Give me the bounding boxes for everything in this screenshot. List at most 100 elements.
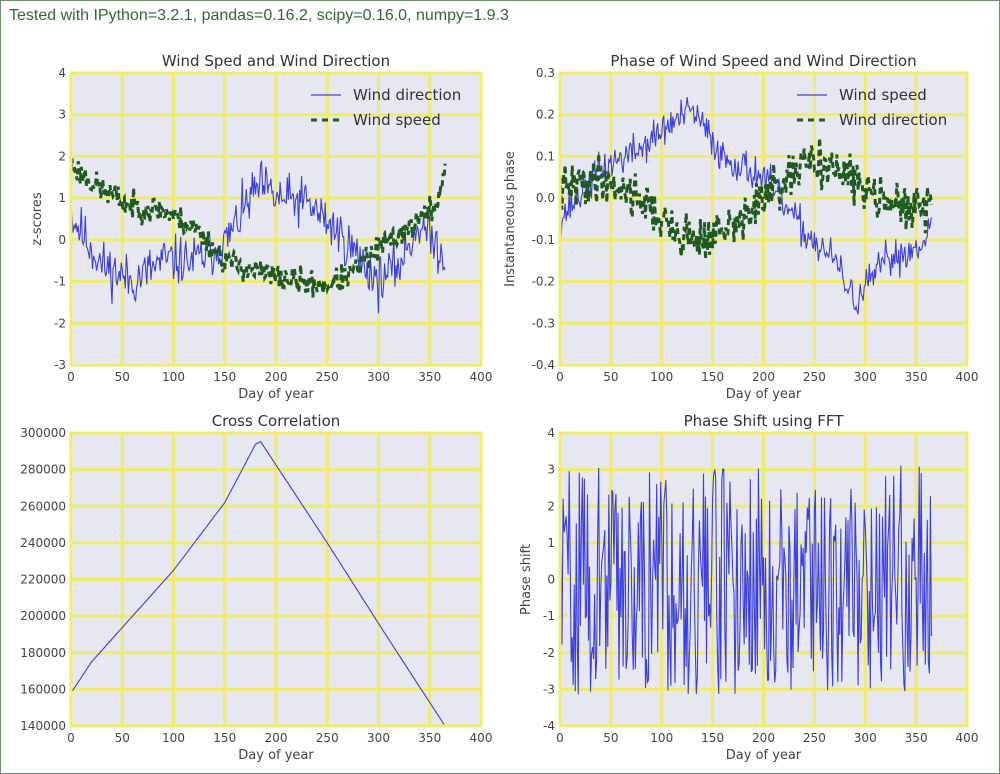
x-tick-label: 0 [556, 370, 564, 384]
x-tick-label: 300 [367, 370, 390, 384]
y-tick-label: -3 [543, 682, 555, 696]
y-tick-label: 0.2 [536, 108, 555, 122]
y-tick-label: -0.1 [532, 233, 555, 247]
x-tick-label: 400 [470, 731, 493, 745]
x-tick-label: 50 [115, 731, 130, 745]
y-tick-label: -2 [54, 316, 66, 330]
legend-label: Wind direction [353, 86, 461, 104]
x-tick-label: 350 [418, 370, 441, 384]
y-tick-label: 220000 [20, 573, 66, 587]
x-tick-label: 150 [701, 731, 724, 745]
y-tick-label: 180000 [20, 646, 66, 660]
y-tick-label: -3 [54, 358, 66, 372]
y-tick-label: 0 [58, 233, 66, 247]
x-tick-label: 350 [905, 731, 928, 745]
x-tick-label: 100 [650, 370, 673, 384]
x-tick-label: 250 [316, 370, 339, 384]
y-tick-label: -0.4 [532, 358, 555, 372]
x-tick-label: 150 [213, 370, 236, 384]
plot-border [69, 431, 483, 728]
y-tick-label: -0.3 [532, 316, 555, 330]
y-tick-label: 1 [547, 536, 555, 550]
y-tick-label: 1 [58, 191, 66, 205]
chart-title: Phase of Wind Speed and Wind Direction [610, 52, 916, 70]
x-tick-label: 0 [67, 731, 75, 745]
y-axis-label: z-scores [30, 192, 45, 245]
x-tick-label: 0 [556, 731, 564, 745]
x-tick-label: 200 [752, 370, 775, 384]
plot-border [69, 71, 483, 367]
series-line-wind-direction [558, 137, 933, 260]
x-tick-label: 300 [854, 370, 877, 384]
y-tick-label: 0 [547, 573, 555, 587]
chart-title: Phase Shift using FFT [684, 412, 845, 430]
y-tick-label: 0.1 [536, 149, 555, 163]
y-tick-label: 160000 [20, 682, 66, 696]
x-axis-label: Day of year [238, 387, 314, 402]
x-axis-label: Day of year [726, 387, 802, 402]
chart-title: Cross Correlation [212, 412, 341, 430]
x-tick-label: 150 [701, 370, 724, 384]
legend-label: Wind speed [839, 86, 927, 104]
x-tick-label: 350 [418, 731, 441, 745]
chart-panel-4: 0 50 100 150 200 250 300 350 400 -4 -3 -2 -1 0 1 2 3 4 Pha… [519, 412, 978, 763]
y-tick-label: -0.2 [532, 275, 555, 289]
y-tick-label: 280000 [20, 463, 66, 477]
plot-border [558, 431, 969, 728]
x-tick-label: 250 [803, 370, 826, 384]
y-tick-label: -1 [54, 275, 66, 289]
series-line-1 [559, 465, 932, 695]
y-tick-label: 260000 [20, 499, 66, 513]
x-tick-label: 350 [905, 370, 928, 384]
x-tick-label: 250 [803, 731, 826, 745]
x-tick-label: 300 [854, 731, 877, 745]
version-header: Tested with IPython=3.2.1, pandas=0.16.2… [9, 7, 509, 24]
y-axis-label: Phase shift [519, 544, 534, 615]
x-tick-label: 50 [115, 370, 130, 384]
x-tick-label: 200 [752, 731, 775, 745]
x-tick-label: 100 [162, 731, 185, 745]
y-tick-label: 4 [58, 66, 66, 80]
x-axis-label: Day of year [238, 748, 314, 763]
x-tick-label: 0 [67, 370, 75, 384]
y-tick-label: 140000 [20, 719, 66, 733]
series-line-wind-speed [559, 97, 932, 315]
y-tick-label: -4 [543, 719, 555, 733]
x-axis-label: Day of year [726, 748, 802, 763]
x-tick-label: 200 [265, 731, 288, 745]
x-tick-label: 200 [265, 370, 288, 384]
y-tick-label: 2 [58, 149, 66, 163]
chart-panel-1: 0 50 100 150 200 250 300 350 400 -3 -2 -1 0 1 2 3 4 Wind … [30, 52, 492, 402]
x-tick-label: 100 [162, 370, 185, 384]
y-tick-label: 3 [58, 108, 66, 122]
y-tick-label: 3 [547, 463, 555, 477]
y-tick-label: 200000 [20, 609, 66, 623]
chart-panel-2: 0 50 100 150 200 250 300 350 400 -0.4 -0.3 -0.2 -0.1… [503, 52, 978, 402]
legend-label: Wind direction [839, 111, 947, 129]
plot-border [558, 71, 969, 367]
y-axis-label: Instantaneous phase [503, 151, 518, 287]
legend-label: Wind speed [353, 111, 441, 129]
series-line-wind-direction [70, 160, 446, 314]
chart-title: Wind Sped and Wind Direction [162, 52, 390, 70]
series-line-wind-speed [69, 158, 447, 298]
chart-panel-3: 0 50 100 150 200 250 300 350 400 140000 160000 1800… [20, 412, 492, 763]
y-tick-label: 0.0 [536, 191, 555, 205]
x-tick-label: 100 [650, 731, 673, 745]
y-tick-label: 240000 [20, 536, 66, 550]
x-tick-label: 50 [603, 731, 618, 745]
x-tick-label: 50 [603, 370, 618, 384]
x-tick-label: 400 [956, 731, 979, 745]
y-tick-label: -2 [543, 646, 555, 660]
y-tick-label: -1 [543, 609, 555, 623]
x-tick-label: 400 [470, 370, 493, 384]
x-tick-label: 400 [956, 370, 979, 384]
x-tick-label: 300 [367, 731, 390, 745]
y-tick-label: 4 [547, 426, 555, 440]
series-line-1 [70, 440, 446, 727]
x-tick-label: 150 [213, 731, 236, 745]
y-tick-label: 0.3 [536, 66, 555, 80]
y-tick-label: 2 [547, 499, 555, 513]
